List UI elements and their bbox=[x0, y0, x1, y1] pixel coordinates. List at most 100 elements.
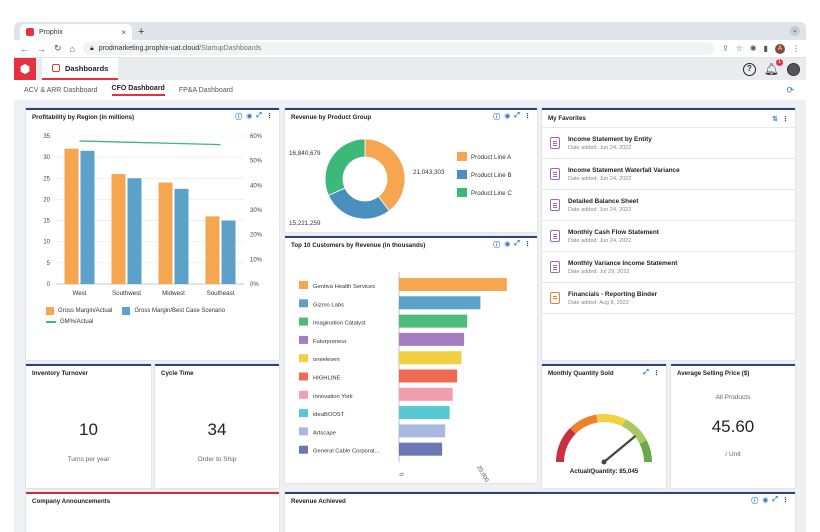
user-menu-icon[interactable] bbox=[787, 62, 800, 76]
top-customers-title: Top 10 Customers by Revenue (in thousand… bbox=[291, 241, 426, 249]
sidepanel-icon[interactable]: ▮ bbox=[763, 44, 768, 53]
legend-label: Product Line A bbox=[471, 154, 512, 161]
gauge-band bbox=[621, 419, 647, 445]
expand-icon[interactable]: ⤢ bbox=[643, 369, 649, 376]
expand-icon[interactable]: ⤢ bbox=[256, 112, 262, 119]
x-tick-label: 20,000 bbox=[475, 465, 489, 483]
browser-menu-icon[interactable]: ⋮ bbox=[792, 44, 800, 53]
help-icon[interactable]: ? bbox=[742, 62, 756, 76]
info-icon[interactable]: ⓘ bbox=[493, 242, 501, 249]
close-tab-icon[interactable]: × bbox=[121, 27, 126, 37]
customer-label: oneeleven bbox=[313, 357, 340, 363]
favorite-date: Date added: Jun 24, 2022 bbox=[568, 175, 632, 182]
y-right-tick-label: 50% bbox=[250, 159, 263, 165]
profile-avatar[interactable]: A bbox=[775, 43, 785, 54]
browser-tab[interactable]: Prophix × bbox=[20, 24, 132, 40]
info-icon[interactable]: ⓘ bbox=[751, 498, 759, 505]
reload-icon[interactable]: ↻ bbox=[54, 43, 62, 53]
x-tick-label: Southeast bbox=[207, 290, 235, 297]
extensions-icon[interactable]: ✱ bbox=[749, 44, 757, 53]
more-icon[interactable]: ⋮ bbox=[266, 113, 273, 120]
prophix-logo-icon[interactable]: ⬢ bbox=[14, 58, 36, 80]
gauge-needle bbox=[602, 435, 636, 464]
legend-swatch bbox=[299, 281, 308, 289]
legend-item[interactable]: GM%/Actual bbox=[46, 319, 93, 325]
refresh-icon[interactable]: ⟳ bbox=[786, 85, 794, 95]
favorite-text: Income Statement Waterfall Variance Date… bbox=[568, 167, 680, 182]
back-icon[interactable]: ← bbox=[20, 43, 29, 54]
profitability-title: Profitability by Region (in millions) bbox=[32, 113, 135, 121]
tab-cfo-dashboard[interactable]: CFO Dashboard bbox=[111, 85, 165, 96]
customer-label: Imagination Catalyst bbox=[313, 321, 366, 327]
report-icon bbox=[550, 261, 560, 273]
more-icon[interactable]: ⋮ bbox=[782, 497, 789, 504]
chevron-down-icon[interactable]: ⌄ bbox=[790, 26, 800, 36]
customer-label: ideaBOOST bbox=[313, 412, 345, 418]
favorite-item[interactable]: Income Statement by Entity Date added: J… bbox=[542, 128, 795, 159]
legend-swatch bbox=[457, 152, 467, 161]
customer-bar bbox=[399, 296, 481, 310]
browser-toolbar: ← → ↻ ⌂ 🔒︎ prodmarketing.prophix-uat.clo… bbox=[14, 40, 806, 58]
legend-swatch bbox=[299, 409, 308, 418]
legend-item[interactable]: Gross Margin/Best Case Scenario bbox=[122, 307, 225, 315]
legend-label: Product Line C bbox=[471, 190, 512, 197]
sound-icon[interactable]: ◉ bbox=[762, 497, 769, 504]
legend-swatch bbox=[457, 188, 467, 197]
sort-icon[interactable]: ⇅ bbox=[772, 115, 778, 123]
expand-icon[interactable]: ⤢ bbox=[514, 240, 520, 247]
top-customers-chart: Gentiva Health Services Gizmo Labs Imagina… bbox=[285, 252, 537, 483]
gauge-band bbox=[556, 428, 576, 463]
browser-tab-title: Prophix bbox=[39, 28, 63, 36]
customer-label: Gentiva Health Services bbox=[313, 284, 375, 290]
profitability-card: Profitability by Region (in millions) ⓘ ◉… bbox=[26, 108, 279, 360]
lock-icon: 🔒︎ bbox=[89, 44, 94, 52]
y-right-tick-label: 30% bbox=[250, 208, 263, 214]
bar-gross-margin-actual bbox=[158, 182, 173, 284]
more-icon[interactable]: ⋮ bbox=[653, 370, 660, 377]
share-icon[interactable]: ⇪ bbox=[722, 44, 729, 53]
announcements-title: Company Announcements bbox=[32, 497, 111, 505]
favorite-text: Detailed Balance Sheet Date added: Jun 2… bbox=[568, 198, 638, 213]
dashboards-tab[interactable]: Dashboards bbox=[42, 58, 119, 80]
notifications-icon[interactable]: 🔔︎ 1 bbox=[764, 59, 783, 76]
y-left-tick-label: 20 bbox=[43, 197, 50, 203]
legend-swatch bbox=[299, 427, 308, 436]
more-icon[interactable]: ⋮ bbox=[524, 113, 531, 120]
y-left-tick-label: 15 bbox=[43, 219, 50, 225]
favorite-text: Monthly Variance Income Statement Date a… bbox=[568, 260, 677, 275]
favorite-name: Financials - Reporting Binder bbox=[568, 290, 658, 298]
asp-value: 45.60 bbox=[711, 417, 755, 436]
y-right-tick-label: 40% bbox=[250, 183, 263, 189]
forward-icon[interactable]: → bbox=[37, 43, 46, 54]
y-right-tick-label: 10% bbox=[250, 257, 263, 263]
favorite-item[interactable]: Monthly Variance Income Statement Date a… bbox=[542, 252, 795, 283]
sound-icon[interactable]: ◉ bbox=[246, 113, 253, 120]
sound-icon[interactable]: ◉ bbox=[504, 113, 511, 120]
favorite-item[interactable]: Detailed Balance Sheet Date added: Jun 2… bbox=[542, 190, 795, 221]
home-icon[interactable]: ⌂ bbox=[69, 43, 75, 54]
dashboard-icon bbox=[52, 64, 60, 72]
customer-label: Gizmo Labs bbox=[313, 302, 344, 308]
favorite-item[interactable]: Financials - Reporting Binder Date added… bbox=[542, 283, 795, 314]
info-icon[interactable]: ⓘ bbox=[235, 114, 243, 121]
sound-icon[interactable]: ◉ bbox=[504, 241, 511, 248]
legend-swatch bbox=[299, 372, 308, 381]
favorites-card: My Favorites ⇅ ⋮ Income Statement by Enti… bbox=[542, 108, 795, 360]
expand-icon[interactable]: ⤢ bbox=[772, 496, 778, 503]
more-icon[interactable]: ⋮ bbox=[524, 241, 531, 248]
revenue-product-title: Revenue by Product Group bbox=[291, 113, 372, 121]
legend-item[interactable]: Gross Margin/Actual bbox=[46, 307, 112, 315]
address-bar[interactable]: 🔒︎ prodmarketing.prophix-uat.cloud/Start… bbox=[82, 42, 715, 55]
new-tab-icon[interactable]: + bbox=[138, 26, 145, 38]
bookmark-star-icon[interactable]: ☆ bbox=[735, 44, 743, 53]
info-icon[interactable]: ⓘ bbox=[493, 114, 501, 121]
tab-acv-arr-dashboard[interactable]: ACV & ARR Dashboard bbox=[24, 86, 98, 94]
favorites-list: Income Statement by Entity Date added: J… bbox=[542, 128, 795, 314]
expand-icon[interactable]: ⤢ bbox=[514, 112, 520, 119]
more-icon[interactable]: ⋮ bbox=[782, 115, 789, 123]
favorite-item[interactable]: Monthly Cash Flow Statement Date added: … bbox=[542, 221, 795, 252]
favorite-item[interactable]: Income Statement Waterfall Variance Date… bbox=[542, 159, 795, 190]
favorite-date: Date added: Jun 24, 2022 bbox=[568, 206, 632, 213]
tab-fpa-dashboard[interactable]: FP&A Dashboard bbox=[178, 86, 233, 94]
asp-title: Average Selling Price ($) bbox=[677, 369, 750, 377]
